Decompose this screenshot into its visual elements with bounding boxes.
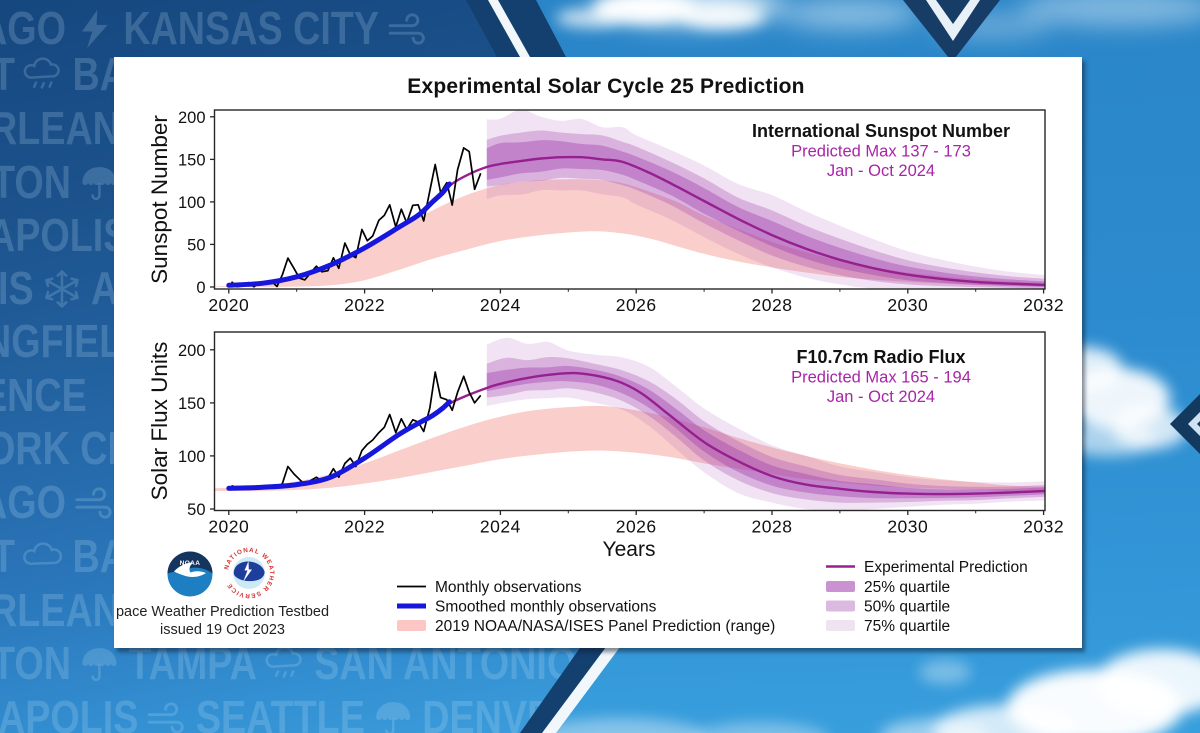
svg-text:Sunspot Number: Sunspot Number [147,115,172,284]
svg-text:Predicted Max 137 - 173: Predicted Max 137 - 173 [791,143,971,161]
svg-text:Experimental Solar Cycle 25 Pr: Experimental Solar Cycle 25 Prediction [407,75,804,98]
svg-text:50% quartile: 50% quartile [864,599,950,616]
svg-text:25% quartile: 25% quartile [864,579,950,596]
svg-text:Predicted Max 165 - 194: Predicted Max 165 - 194 [791,369,971,387]
svg-text:NOAA: NOAA [180,560,201,567]
svg-text:2032: 2032 [1023,517,1064,537]
svg-text:2020: 2020 [208,517,249,537]
svg-text:100: 100 [178,194,206,212]
svg-text:Years: Years [603,538,656,561]
svg-text:Jan - Oct 2024: Jan - Oct 2024 [827,388,935,406]
svg-text:100: 100 [178,448,206,466]
svg-text:2028: 2028 [752,295,793,315]
svg-text:2030: 2030 [887,295,928,315]
svg-text:200: 200 [178,342,206,360]
svg-text:2032: 2032 [1023,295,1064,315]
svg-text:2022: 2022 [344,517,385,537]
svg-text:2024: 2024 [480,517,521,537]
svg-text:Experimental Prediction: Experimental Prediction [864,559,1028,576]
svg-text:Smoothed monthly observations: Smoothed monthly observations [435,599,657,616]
svg-text:150: 150 [178,395,206,413]
svg-text:F10.7cm Radio Flux: F10.7cm Radio Flux [796,347,965,367]
svg-text:2026: 2026 [616,517,657,537]
svg-text:2030: 2030 [887,517,928,537]
svg-text:0: 0 [196,279,205,297]
svg-text:Jan - Oct 2024: Jan - Oct 2024 [827,162,935,180]
svg-text:200: 200 [178,109,206,127]
svg-text:2020: 2020 [208,295,249,315]
svg-text:2019 NOAA/NASA/ISES Panel Pred: 2019 NOAA/NASA/ISES Panel Prediction (ra… [435,618,775,635]
svg-text:2024: 2024 [480,295,521,315]
svg-text:issued 19 Oct 2023: issued 19 Oct 2023 [160,622,285,638]
svg-text:150: 150 [178,151,206,169]
svg-text:International Sunspot Number: International Sunspot Number [752,121,1010,141]
svg-text:Monthly observations: Monthly observations [435,579,582,596]
svg-text:75% quartile: 75% quartile [864,618,950,635]
svg-text:50: 50 [187,501,205,519]
svg-text:50: 50 [187,236,205,254]
svg-text:Solar Flux Units: Solar Flux Units [147,342,172,501]
svg-text:2026: 2026 [616,295,657,315]
svg-text:2022: 2022 [344,295,385,315]
svg-text:2028: 2028 [752,517,793,537]
svg-text:pace Weather Prediction Testbe: pace Weather Prediction Testbed [116,604,329,620]
